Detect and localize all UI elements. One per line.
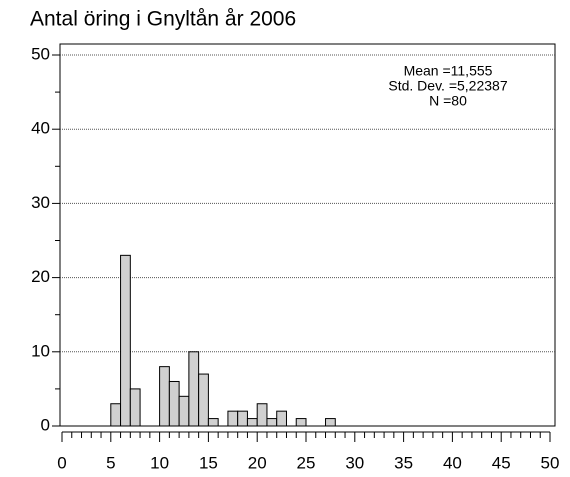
bar (129, 388, 141, 427)
bar (159, 366, 170, 427)
bar (110, 403, 122, 427)
bar (188, 351, 200, 427)
y-tick-label: 40 (31, 119, 50, 138)
y-tick-label: 30 (31, 193, 50, 212)
x-tick-label: 15 (199, 453, 218, 472)
x-tick-label: 35 (394, 453, 413, 472)
bar (325, 418, 336, 427)
x-tick-label: 0 (57, 453, 66, 472)
plot-frame (59, 43, 556, 427)
y-tick-label: 20 (31, 267, 50, 286)
bar (295, 418, 307, 427)
x-tick-label: 20 (248, 453, 267, 472)
stats-annotation: Std. Dev. =5,22387 (388, 78, 507, 94)
x-tick-label: 30 (345, 453, 364, 472)
x-tick-label: 45 (492, 453, 511, 472)
x-tick-label: 50 (541, 453, 560, 472)
y-tick-label: 50 (31, 44, 50, 63)
bar (227, 410, 239, 427)
bar (120, 254, 131, 427)
x-tick-label: 10 (150, 453, 169, 472)
bar (207, 418, 219, 427)
bar (237, 410, 248, 427)
bar (168, 380, 180, 427)
y-tick-label: 0 (41, 415, 50, 434)
bar (276, 410, 287, 427)
stats-annotation: Mean =11,555 (404, 63, 493, 79)
chart-title: Antal öring i Gnyltån år 2006 (30, 8, 296, 31)
bar (246, 418, 258, 427)
x-tick-label: 25 (297, 453, 316, 472)
bar (178, 395, 190, 427)
bar (198, 373, 209, 427)
bar (256, 403, 268, 427)
stats-annotation: N =80 (429, 93, 467, 109)
bar (266, 418, 278, 427)
x-tick-label: 40 (443, 453, 462, 472)
x-tick-label: 5 (106, 453, 115, 472)
y-tick-label: 10 (31, 341, 50, 360)
